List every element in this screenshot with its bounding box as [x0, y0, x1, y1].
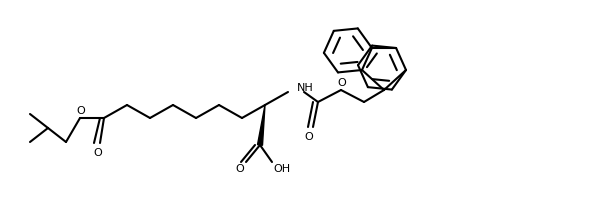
Text: O: O — [337, 78, 347, 88]
Text: O: O — [94, 148, 102, 158]
Text: NH: NH — [297, 83, 314, 93]
Polygon shape — [258, 105, 265, 145]
Text: OH: OH — [274, 164, 291, 174]
Text: O: O — [77, 106, 85, 116]
Text: O: O — [305, 132, 313, 142]
Text: O: O — [236, 164, 244, 174]
